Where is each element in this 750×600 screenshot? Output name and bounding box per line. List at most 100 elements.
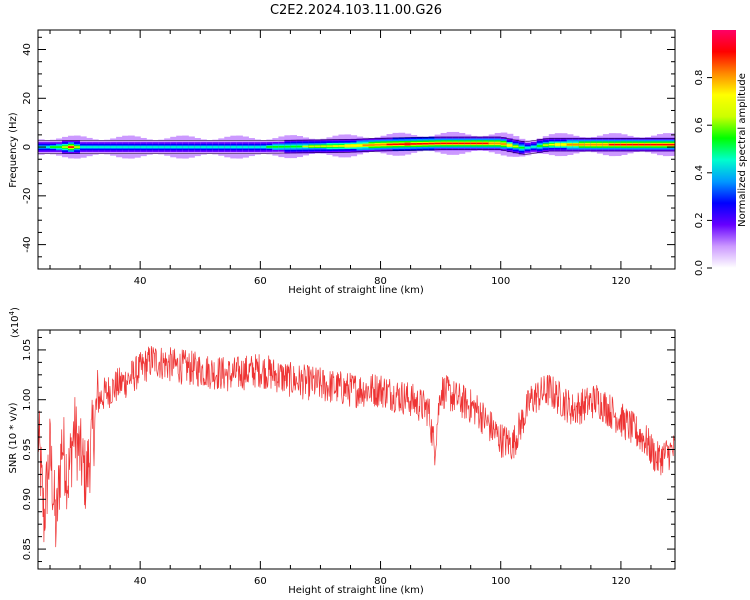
heatmap-column	[176, 135, 183, 159]
heatmap-column	[332, 135, 340, 157]
heatmap-cell	[254, 146, 261, 148]
y-tick-label: -40	[22, 236, 33, 252]
heatmap-column	[662, 133, 670, 157]
heatmap-column	[314, 139, 322, 154]
colorbar-tick-label: 0.8	[694, 70, 705, 86]
heatmap-column	[98, 140, 105, 155]
heatmap-cell	[392, 143, 400, 146]
heatmap-column	[62, 136, 69, 158]
heatmap-cell	[506, 144, 514, 147]
x-tick-label: 80	[374, 576, 387, 587]
heatmap-column	[152, 140, 159, 155]
x-tick-label: 120	[611, 576, 630, 587]
heatmap-band	[38, 131, 675, 159]
heatmap-cell	[50, 146, 57, 148]
heatmap-column	[86, 137, 93, 157]
heatmap-cell	[164, 146, 171, 148]
heatmap-column	[194, 138, 201, 157]
heatmap-column	[656, 134, 664, 156]
heatmap-cell	[44, 146, 51, 148]
heatmap-cell	[656, 143, 664, 146]
heatmap-cell	[488, 142, 496, 145]
heatmap-column	[536, 138, 544, 154]
heatmap-column	[482, 135, 490, 151]
heatmap-cell	[440, 142, 448, 145]
heatmap-cell	[590, 143, 598, 146]
heatmap-cell	[500, 143, 508, 145]
heatmap-column	[380, 135, 388, 154]
heatmap-cell	[596, 143, 604, 146]
heatmap-cell	[446, 142, 454, 145]
x-tick-label: 100	[491, 276, 510, 287]
heatmap-cell	[230, 146, 237, 148]
heatmap-cell	[548, 143, 556, 146]
heatmap-column	[350, 135, 358, 157]
snr-multiplier: (x104)	[8, 307, 21, 338]
heatmap-column	[212, 139, 219, 155]
heatmap-cell	[560, 143, 568, 146]
y-tick-label: 0	[22, 144, 33, 150]
heatmap-column	[530, 139, 538, 154]
heatmap-column	[92, 139, 99, 155]
heatmap-cell	[86, 146, 93, 148]
heatmap-column	[248, 138, 255, 157]
heatmap-cell	[422, 142, 430, 145]
heatmap-column	[362, 137, 370, 153]
heatmap-column	[68, 135, 75, 159]
heatmap-cell	[290, 145, 298, 148]
heatmap-column	[182, 135, 189, 159]
heatmap-cell	[356, 144, 364, 147]
heatmap-column	[542, 136, 550, 155]
y-tick-label: 0.95	[22, 438, 33, 460]
heatmap-column	[356, 136, 364, 155]
heatmap-column	[416, 136, 424, 152]
heatmap-cell	[284, 145, 291, 148]
heatmap-column	[230, 135, 237, 159]
heatmap-cell	[218, 146, 225, 148]
heatmap-cell	[344, 145, 352, 147]
heatmap-column	[122, 135, 129, 159]
heatmap-cell	[266, 146, 273, 148]
heatmap-cell	[434, 142, 442, 145]
colorbar-tick-label: 0.6	[694, 117, 705, 133]
heatmap-cell	[272, 146, 279, 148]
colorbar-gradient	[712, 30, 736, 268]
heatmap-cell	[140, 146, 147, 148]
snr-ticks: 40 60 80 100 120 0.85 0.90 0.95 1.00 1.05	[22, 330, 675, 587]
heatmap-cell	[68, 146, 75, 148]
heatmap-column	[278, 136, 285, 158]
y-tick-label: 1.05	[22, 339, 33, 361]
heatmap-column	[500, 132, 508, 156]
heatmap-column	[590, 137, 598, 153]
heatmap-column	[560, 133, 568, 157]
heatmap-cell	[200, 146, 207, 148]
y-tick-label: 0.85	[22, 538, 33, 560]
heatmap-column	[104, 139, 111, 155]
heatmap-cell	[326, 145, 334, 147]
heatmap-cell	[602, 143, 610, 146]
heatmap-column	[320, 138, 328, 154]
heatmap-column	[524, 140, 532, 156]
heatmap-column	[170, 136, 177, 158]
heatmap-column	[290, 135, 298, 159]
heatmap-cell	[374, 143, 382, 146]
heatmap-column	[284, 135, 291, 159]
heatmap-cell	[170, 146, 177, 148]
heatmap-column	[368, 138, 376, 152]
heatmap-column	[506, 133, 514, 157]
heatmap-column	[554, 133, 562, 157]
heatmap-cell	[236, 146, 243, 148]
heatmap-cell	[152, 146, 159, 148]
x-tick-label: 40	[134, 276, 147, 287]
heatmap-column	[548, 134, 556, 156]
snr-xlabel: Height of straight line (km)	[288, 585, 424, 596]
heatmap-column	[44, 140, 51, 155]
colorbar-ticks: 0.0 0.2 0.4 0.6 0.8	[694, 70, 712, 276]
heatmap-cell	[110, 146, 117, 148]
heatmap-cell	[188, 146, 195, 148]
heatmap-column	[80, 136, 87, 158]
heatmap-cell	[242, 146, 249, 148]
heatmap-column	[476, 136, 484, 151]
heatmap-column	[50, 139, 57, 155]
heatmap-cell	[632, 143, 640, 146]
